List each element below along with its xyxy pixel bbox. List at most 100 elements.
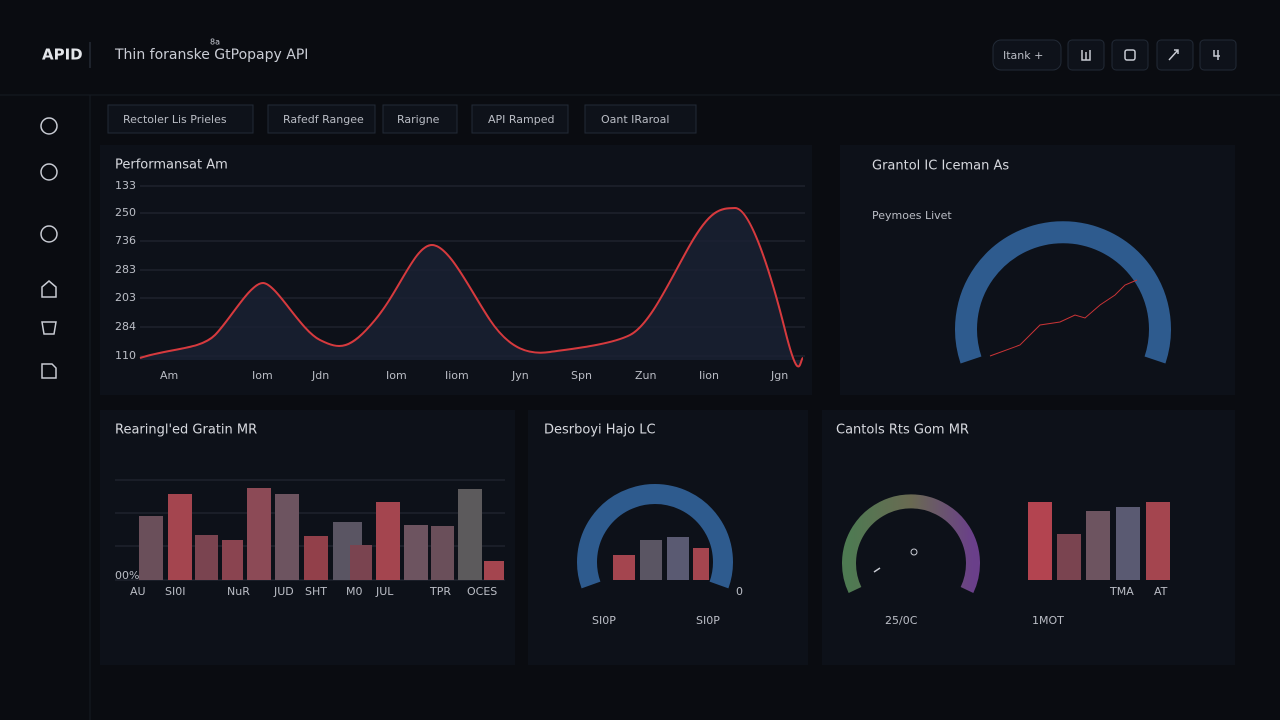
bar [222,540,243,580]
bar [376,502,400,580]
x-label: NuR [227,585,250,598]
bar [195,535,218,580]
bar [1057,534,1081,580]
icon [1168,49,1179,61]
bar [247,488,271,580]
y-tick-label: 736 [115,234,136,247]
y-tick-label: 284 [115,320,136,333]
axis-label: 00% [115,569,139,582]
y-tick-label: 203 [115,291,136,304]
nav-icon[interactable] [40,117,58,135]
x-label: Spn [571,369,592,382]
bar [667,537,689,580]
y-tick-label: 110 [115,349,136,362]
gauge [577,484,733,589]
tab-label: Oant IRaroal [601,113,669,126]
tab[interactable] [267,104,376,134]
label: AT [1154,585,1168,598]
bar [168,494,192,580]
x-label: Iom [386,369,407,382]
logo: APID [42,46,83,64]
x-label: TPR [429,585,451,598]
x-label: Iiom [445,369,469,382]
bar [275,494,299,580]
x-label: M0 [346,585,363,598]
tab[interactable] [584,104,697,134]
line [139,206,804,368]
x-label: Jyn [511,369,529,382]
label: SI0P [696,614,720,627]
x-label: SI0I [165,585,185,598]
icon-button[interactable] [1111,39,1149,71]
icon [1124,49,1136,61]
y-tick-label: 283 [115,263,136,276]
label: 25/0C [885,614,918,627]
x-label: JUL [375,585,394,598]
gauge-needle [873,567,881,573]
bar [404,525,428,580]
x-label: Iom [252,369,273,382]
bar [139,516,163,580]
panel-title: Performansat Am [115,158,228,173]
bar [304,536,328,580]
panel-title: Grantol IC Iceman As [872,159,1009,174]
y-tick-label: 133 [115,179,136,192]
nav-icon[interactable] [40,163,58,181]
nav-icon[interactable] [41,363,57,379]
x-label: Iion [699,369,719,382]
bar [484,561,504,580]
x-labels: AU SI0I NuR JUD SHT M0 JUL TPR OCES [130,585,497,598]
panel-title: Desrboyi Hajo LC [544,423,656,438]
gauge-dot [910,548,918,556]
search-text: Itank + [1003,49,1043,62]
search-box[interactable] [992,39,1062,71]
bar [431,526,454,580]
tab[interactable] [382,104,458,134]
x-label: JUD [273,585,294,598]
bar [1028,502,1052,580]
panel [840,145,1235,395]
bar [350,545,372,580]
tab-label: Rafedf Rangee [283,113,364,126]
icon [1081,50,1091,61]
bar [1146,502,1170,580]
panel-title: Cantols Rts Gom MR [836,423,969,438]
x-label: Zun [635,369,657,382]
bar [640,540,662,580]
nav-icon[interactable] [40,225,58,243]
nav-icon[interactable] [41,280,57,298]
tab-label: Rectoler Lis Prieles [123,113,227,126]
bar [458,489,482,580]
gauge [955,221,1171,364]
page-title: Thin foranske GtPopapy API [114,47,308,63]
bar [613,555,635,580]
label: TMA [1109,585,1134,598]
label: SI0P [592,614,616,627]
bar [1086,511,1110,580]
tab[interactable] [107,104,254,134]
x-label: Am [160,369,178,382]
x-label: AU [130,585,146,598]
panel-subtitle: Peymoes Livet [872,209,952,222]
x-label: OCES [467,585,497,598]
gauge-trace [989,279,1138,357]
nav-icon[interactable] [41,321,57,335]
label: 1MOT [1032,614,1064,627]
x-label: Jgn [770,369,788,382]
icon-button[interactable] [1156,39,1194,71]
icon [1213,50,1220,60]
label: 0 [736,585,743,598]
tab-label: Rarigne [397,113,440,126]
tab-label: API Ramped [488,113,555,126]
x-label: Jdn [311,369,329,382]
toolbar [1067,39,1237,71]
bars [139,488,504,580]
donut-gauge [842,494,980,593]
x-label: SHT [305,585,327,598]
panel-title: Rearingl'ed Gratin MR [115,423,257,438]
sidebar [40,117,58,379]
title-note: 8a [210,38,220,47]
tab[interactable] [471,104,569,134]
area [140,208,803,367]
